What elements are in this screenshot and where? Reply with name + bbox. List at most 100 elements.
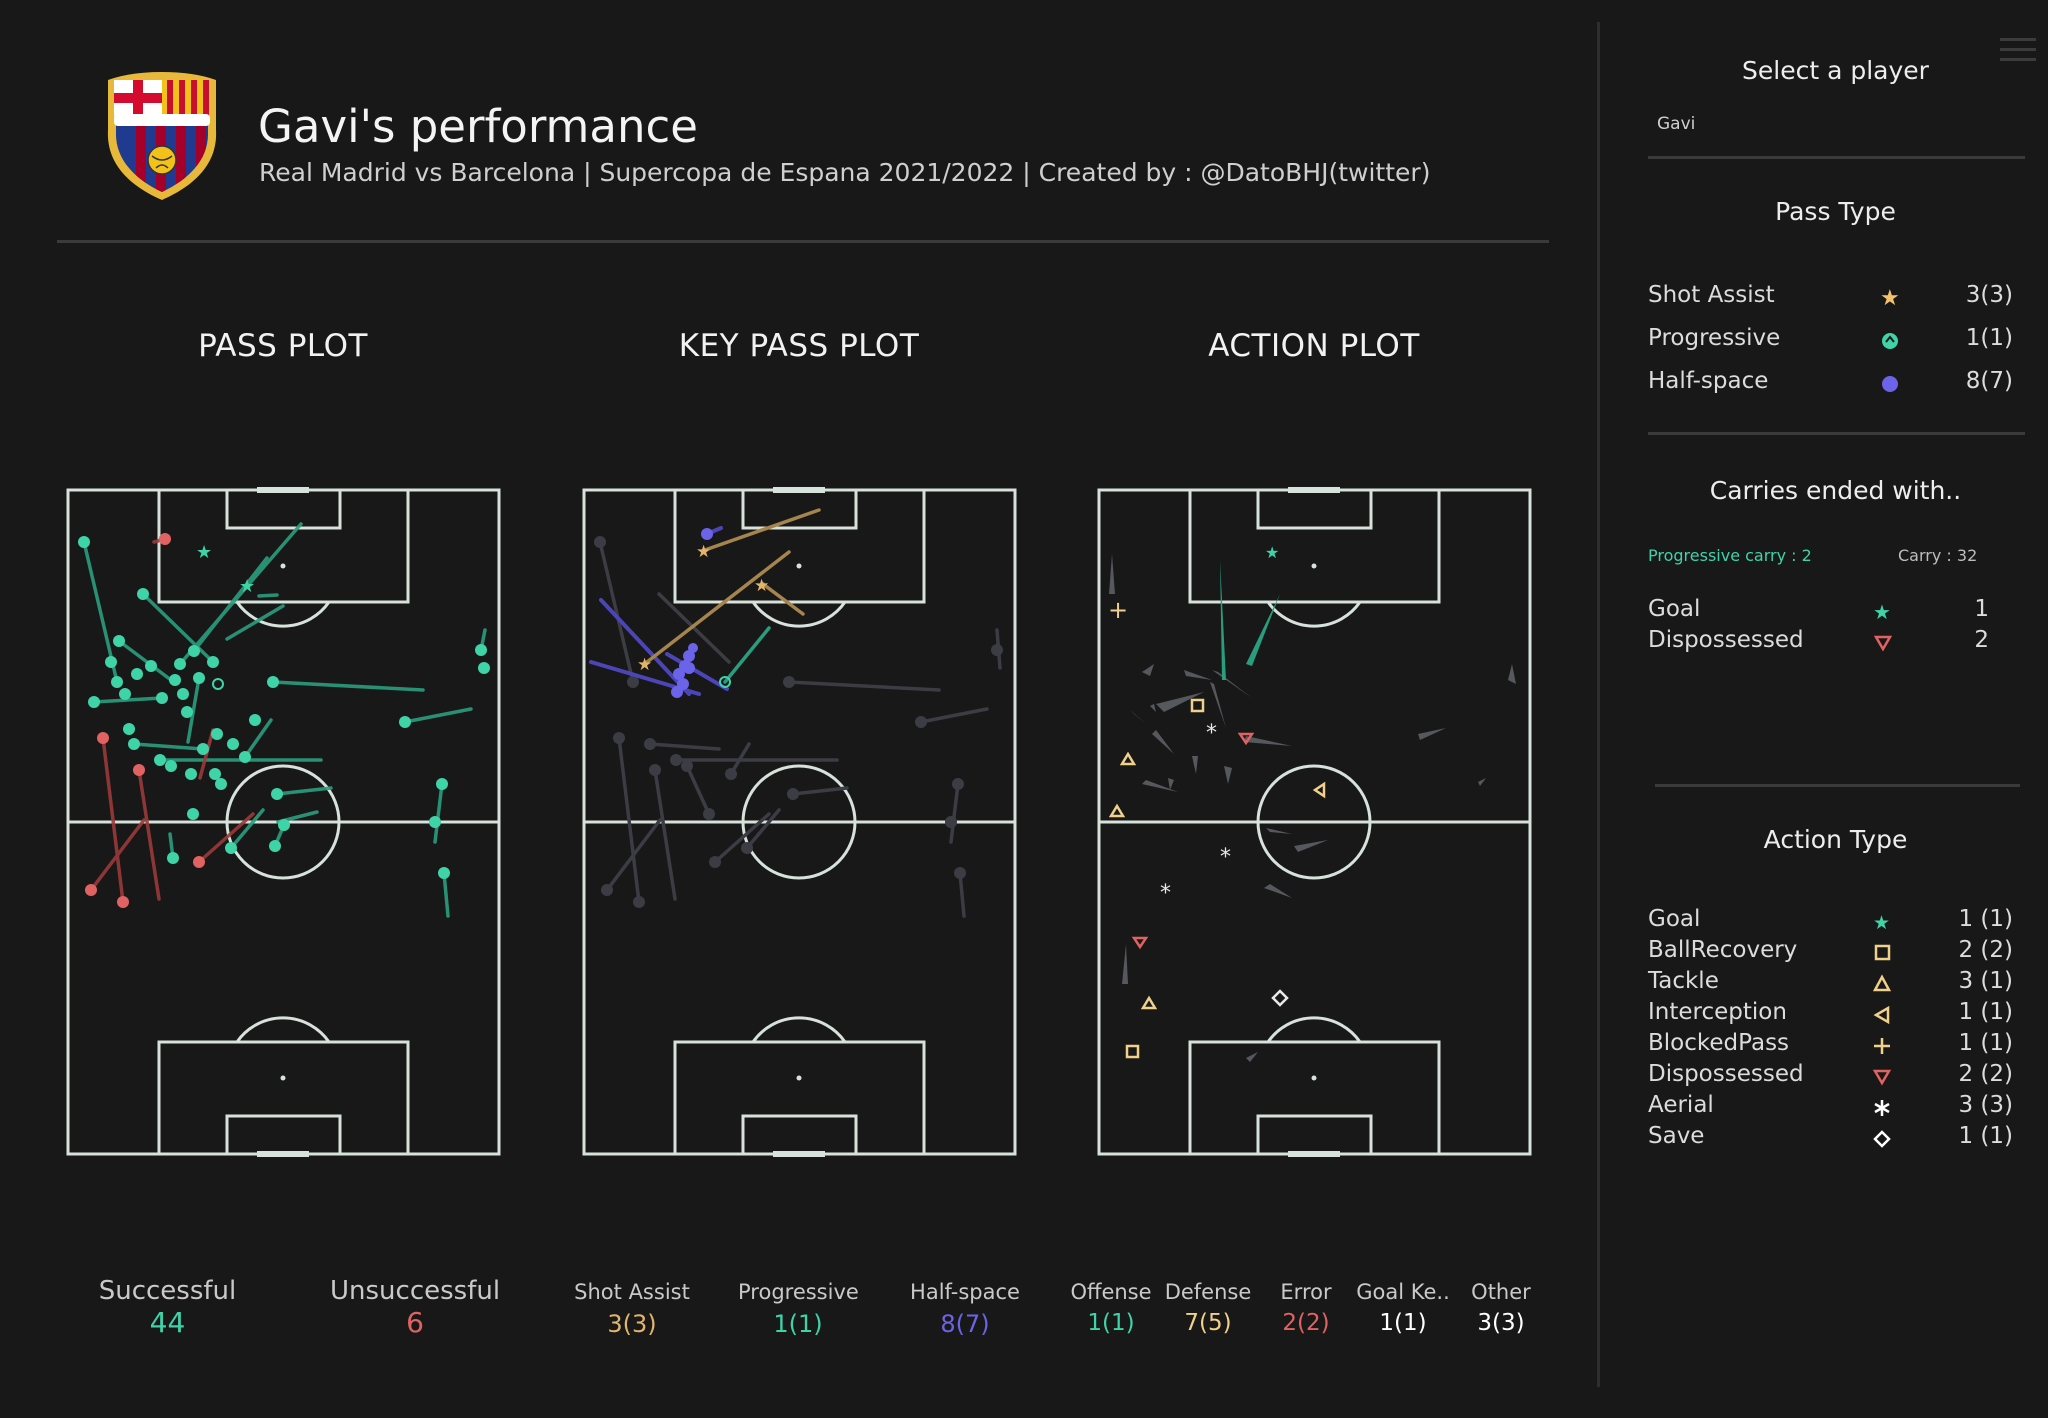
- fc-barcelona-crest-icon: [107, 72, 217, 200]
- square-icon: [1874, 944, 1891, 961]
- action-type-name: Interception: [1648, 999, 1787, 1025]
- svg-text:*: *: [1220, 845, 1231, 870]
- stat-label: Shot Assist: [574, 1280, 690, 1304]
- pass-type-row: Shot Assist ★ 3(3): [1648, 282, 2013, 314]
- action-type-count: 1 (1): [1958, 1123, 2013, 1149]
- svg-text:★: ★: [1873, 600, 1891, 622]
- stat-shot-assist: Shot Assist 3(3): [572, 1280, 692, 1338]
- hamburger-menu-icon[interactable]: [2000, 38, 2036, 64]
- key-pass-plot-pitch: ★ ★ ★: [582, 487, 1017, 1157]
- pass-plot-pitch: ★ ★: [66, 487, 501, 1157]
- stat-defense: Defense 7(5): [1163, 1280, 1253, 1336]
- action-plot-title: ACTION PLOT: [1208, 328, 1420, 364]
- star-icon: ★: [1880, 286, 1900, 308]
- stat-label: Defense: [1164, 1280, 1252, 1304]
- triangle-left-icon: [1873, 1005, 1890, 1025]
- stat-value: 3(3): [1477, 1310, 1525, 1336]
- stat-value: 2(2): [1282, 1310, 1330, 1336]
- pass-type-count: 1(1): [1965, 325, 2013, 351]
- pass-type-count: 3(3): [1965, 282, 2013, 308]
- main-panel: Gavi's performance Real Madrid vs Barcel…: [57, 72, 1549, 1339]
- stat-label: Other: [1471, 1280, 1531, 1304]
- stat-label: Error: [1280, 1280, 1332, 1304]
- pass-type-name: Half-space: [1648, 368, 1769, 394]
- stat-offense: Offense 1(1): [1066, 1280, 1156, 1336]
- action-type-name: Dispossessed: [1648, 1061, 1804, 1087]
- action-type-name: BallRecovery: [1648, 937, 1798, 963]
- plus-icon: [1874, 1038, 1890, 1054]
- page-title: Gavi's performance: [258, 100, 698, 153]
- star-icon: ★: [1873, 912, 1890, 932]
- carry-count: Carry : 32: [1898, 546, 1978, 565]
- dot-icon: [1882, 376, 1898, 392]
- pass-type-name: Shot Assist: [1648, 282, 1775, 308]
- carry-end-count: 1: [1974, 596, 1989, 622]
- stat-value: 1(1): [773, 1310, 823, 1338]
- key-pass-plot-title: KEY PASS PLOT: [678, 328, 920, 364]
- action-type-name: Goal: [1648, 906, 1701, 932]
- svg-text:★: ★: [696, 542, 711, 562]
- svg-text:★: ★: [754, 576, 769, 596]
- stat-label: Progressive: [738, 1280, 859, 1304]
- pass-plot-title: PASS PLOT: [198, 328, 368, 364]
- divider: [1648, 156, 2025, 159]
- carry-end-name: Goal: [1648, 596, 1701, 622]
- svg-text:*: *: [1206, 721, 1217, 746]
- stat-value: 7(5): [1184, 1310, 1232, 1336]
- pass-type-count: 8(7): [1965, 368, 2013, 394]
- stat-half-space: Half-space 8(7): [905, 1280, 1025, 1338]
- stat-successful: Successful 44: [90, 1276, 245, 1339]
- sidebar: Select a player Gavi Pass Type Shot Assi…: [1597, 22, 2048, 1387]
- svg-text:★: ★: [1880, 286, 1900, 308]
- stat-error: Error 2(2): [1261, 1280, 1351, 1336]
- action-type-count: 3 (1): [1958, 968, 2013, 994]
- pass-type-name: Progressive: [1648, 325, 1781, 351]
- svg-text:★: ★: [1265, 543, 1279, 562]
- diamond-icon: [1873, 1130, 1891, 1148]
- stat-value: 6: [406, 1306, 424, 1339]
- carry-end-row: Goal ★ 1: [1648, 596, 2013, 628]
- svg-text:★: ★: [1873, 912, 1890, 932]
- carry-end-row: Dispossessed 2: [1648, 627, 2013, 659]
- action-type-count: 3 (3): [1958, 1092, 2013, 1118]
- action-type-name: Save: [1648, 1123, 1705, 1149]
- svg-text:★: ★: [196, 542, 212, 563]
- svg-text:+: +: [1108, 596, 1128, 624]
- action-type-count: 1 (1): [1958, 1030, 2013, 1056]
- progressive-circle-icon: [1882, 333, 1898, 349]
- stat-progressive: Progressive 1(1): [738, 1280, 859, 1338]
- divider: [1655, 784, 2020, 787]
- page-subtitle: Real Madrid vs Barcelona | Supercopa de …: [259, 158, 1431, 187]
- triangle-down-icon: [1872, 1069, 1892, 1086]
- stat-value: 44: [149, 1306, 186, 1339]
- triangle-down-icon: [1873, 635, 1893, 652]
- player-select[interactable]: Gavi: [1657, 114, 1696, 134]
- action-type-row: BallRecovery 2 (2): [1648, 937, 2013, 969]
- stat-value: 8(7): [940, 1310, 990, 1338]
- header-divider: [57, 240, 1549, 243]
- stat-label: Half-space: [910, 1280, 1020, 1304]
- action-type-count: 1 (1): [1958, 999, 2013, 1025]
- stat-value: 3(3): [607, 1310, 657, 1338]
- stat-goal-keeper: Goal Ke.. 1(1): [1353, 1280, 1453, 1336]
- select-player-label: Select a player: [1742, 56, 1929, 85]
- action-type-row: Interception 1 (1): [1648, 999, 2013, 1031]
- action-type-row: Dispossessed 2 (2): [1648, 1061, 2013, 1093]
- star-icon: ★: [1873, 600, 1891, 622]
- action-type-row: Save 1 (1): [1648, 1123, 2013, 1155]
- carry-end-count: 2: [1974, 627, 1989, 653]
- pass-type-row: Progressive 1(1): [1648, 325, 2013, 357]
- stat-other: Other 3(3): [1456, 1280, 1546, 1336]
- stat-unsuccessful: Unsuccessful 6: [330, 1276, 500, 1339]
- svg-text:*: *: [1160, 881, 1171, 906]
- svg-text:★: ★: [637, 655, 652, 675]
- carries-heading: Carries ended with..: [1709, 476, 1962, 505]
- action-type-name: Tackle: [1648, 968, 1719, 994]
- stat-label: Successful: [98, 1276, 237, 1306]
- stat-label: Offense: [1070, 1280, 1152, 1304]
- pass-type-heading: Pass Type: [1775, 197, 1896, 226]
- action-type-row: Aerial 3 (3): [1648, 1092, 2013, 1124]
- action-type-row: Tackle 3 (1): [1648, 968, 2013, 1000]
- action-type-count: 2 (2): [1958, 1061, 2013, 1087]
- stat-value: 1(1): [1379, 1310, 1427, 1336]
